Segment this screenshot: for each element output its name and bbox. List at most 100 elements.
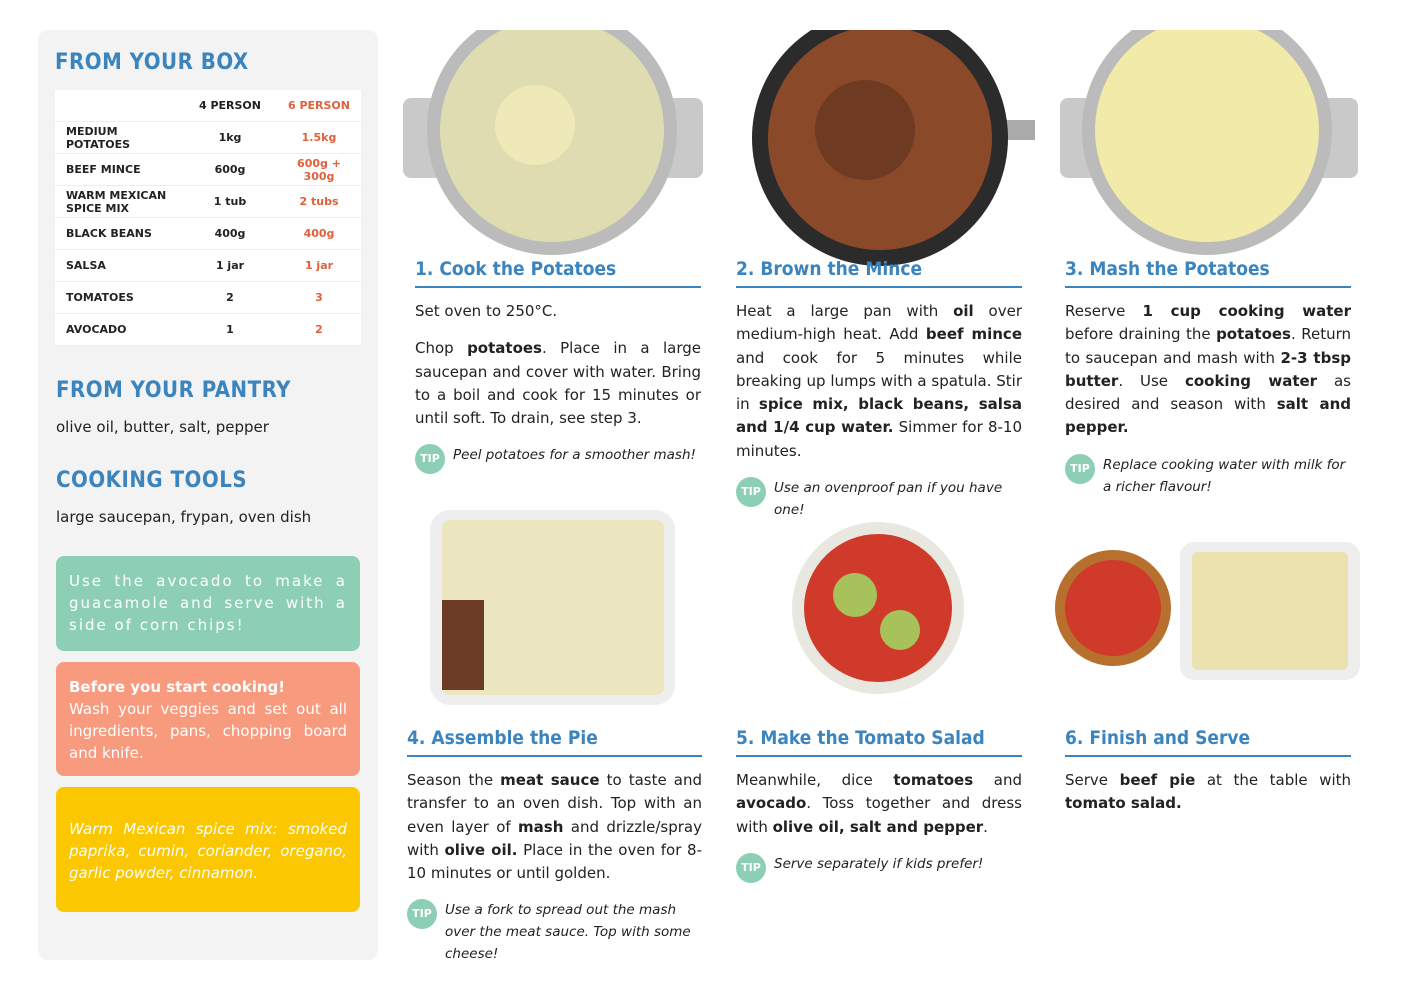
table-cell: 1.5kg <box>272 121 361 154</box>
text-run: over medium-high heat. Add <box>736 302 1023 344</box>
text-run: 2-3 tbsp butter <box>1065 348 1351 390</box>
text-run: cooking water <box>1184 371 1318 390</box>
text-run: as desired and season with <box>1065 371 1351 414</box>
note-heading: Before you start cooking! <box>69 678 286 696</box>
table-cell: 3 <box>272 281 361 314</box>
column-header: 6 PERSON <box>272 90 361 122</box>
text-run: Chop <box>415 339 468 358</box>
table-row: SALSA 1 jar 1 jar <box>55 249 361 282</box>
food-photos <box>403 30 1360 705</box>
table-cell: 2 <box>183 281 272 314</box>
tip-badge: TIP <box>407 899 437 930</box>
table-row: BEEF MINCE 600g 600g + 300g <box>55 153 361 186</box>
table-row: BLACK BEANS 400g 400g <box>55 217 361 250</box>
step-title: 5. Make the Tomato Salad <box>736 727 1022 757</box>
step-text: Heat a large pan with oil over medium-hi… <box>736 300 1022 463</box>
table-row: AVOCADO 1 2 <box>55 313 361 346</box>
text-run: Simmer for 8-10 minutes. <box>736 418 1022 460</box>
text-run: Meanwhile, dice <box>736 771 894 789</box>
table-cell: 1 <box>183 313 272 346</box>
text-run: at the table with <box>1195 771 1352 789</box>
column-header: 4 PERSON <box>183 90 272 122</box>
step: 1. Cook the Potatoes Set oven to 250°C. Ch… <box>415 258 701 475</box>
step-title: 2. Brown the Mince <box>736 258 1022 288</box>
step-text: Meanwhile, dice tomatoes and avocado. To… <box>736 769 1022 839</box>
table-cell: 1 jar <box>272 249 361 282</box>
table-cell: 2 <box>272 313 361 346</box>
step-text: Set oven to 250°C. <box>415 300 701 323</box>
table-cell: BEEF MINCE <box>55 153 183 186</box>
text-run: . Return to saucepan and mash with <box>1065 325 1351 367</box>
step-text: Serve beef pie at the table with tomato … <box>1065 769 1351 816</box>
step-text: Season the meat sauce to taste and trans… <box>407 769 702 885</box>
table-cell: WARM MEXICAN SPICE MIX <box>55 185 183 218</box>
photo-potatoes <box>403 30 703 255</box>
tip: TIP Use a fork to spread out the mash ove… <box>407 899 702 965</box>
table-row: TOMATOES 2 3 <box>55 281 361 314</box>
text-run: potatoes <box>1216 325 1291 344</box>
table-cell: 1kg <box>183 121 272 154</box>
text-run: Serve <box>1065 771 1120 789</box>
step: 4. Assemble the Pie Season the meat sauce… <box>407 727 702 965</box>
table-cell: 1 tub <box>183 185 272 218</box>
tip: TIP Peel potatoes for a smoother mash! <box>415 444 701 475</box>
step-title: 6. Finish and Serve <box>1065 727 1351 757</box>
text-run: oil <box>953 302 974 320</box>
text-run: Season the <box>407 771 501 789</box>
text-run: . Use <box>1118 371 1185 390</box>
text-run: olive oil. <box>444 840 518 859</box>
text-run: Set oven to 250°C. <box>415 302 558 320</box>
text-run: and cook for 5 minutes while breaking up… <box>736 348 1022 414</box>
tip-text: Replace cooking water with milk for a ri… <box>1103 456 1346 495</box>
table-cell: BLACK BEANS <box>55 217 183 250</box>
text-run: salt and pepper. <box>1065 395 1351 437</box>
table-cell: 2 tubs <box>272 185 361 218</box>
step: 3. Mash the Potatoes Reserve 1 cup cookin… <box>1065 258 1351 498</box>
text-run: and <box>973 771 1022 789</box>
text-run: 1 cup cooking water <box>1142 302 1352 320</box>
text-run: tomato salad. <box>1065 794 1182 813</box>
step-title: 1. Cook the Potatoes <box>415 258 701 288</box>
note: Use the avocado to make a guacamole and … <box>56 556 360 651</box>
tip-badge: TIP <box>1065 453 1095 484</box>
step-text: Chop potatoes. Place in a large saucepan… <box>415 337 701 430</box>
photo-pie <box>430 510 675 705</box>
tip-text: Serve separately if kids prefer! <box>774 855 984 872</box>
table-row: WARM MEXICAN SPICE MIX 1 tub 2 tubs <box>55 185 361 218</box>
text-run: avocado <box>736 794 807 813</box>
tip-text: Use an ovenproof pan if you have one! <box>774 480 1003 519</box>
table-cell: 400g <box>183 217 272 250</box>
table-cell: 400g <box>272 217 361 250</box>
text-run: mash <box>518 817 564 836</box>
text-run: olive oil, salt and pepper <box>772 817 984 836</box>
note: Before you start cooking! Wash your veggi… <box>56 662 360 776</box>
text-run: before draining the <box>1065 325 1217 344</box>
text-run: Place in the oven for 8-10 minutes or un… <box>407 840 702 883</box>
photo-mince <box>752 30 1035 266</box>
photo-mash <box>1060 30 1358 255</box>
tip: TIP Use an ovenproof pan if you have one! <box>736 477 1022 521</box>
table-cell: 600g <box>183 153 272 186</box>
tip-badge: TIP <box>736 477 766 508</box>
box-title: FROM YOUR BOX <box>55 50 249 75</box>
tip-text: Use a fork to spread out the mash over t… <box>445 902 691 963</box>
tip-badge: TIP <box>736 852 766 883</box>
tools-text: large saucepan, frypan, oven dish <box>56 508 312 526</box>
tip: TIP Replace cooking water with milk for a… <box>1065 453 1351 498</box>
step: 6. Finish and Serve Serve beef pie at the… <box>1065 727 1351 830</box>
text-run: Reserve <box>1065 302 1143 320</box>
step-title: 3. Mash the Potatoes <box>1065 258 1351 288</box>
tip: TIP Serve separately if kids prefer! <box>736 852 1022 883</box>
step-text: Reserve 1 cup cooking water before drain… <box>1065 300 1351 440</box>
text-run: to taste and transfer to an oven dish. T… <box>407 771 702 836</box>
photo-serve <box>1055 542 1360 680</box>
ingredients-table: 4 PERSON 6 PERSON MEDIUM POTATOES 1kg 1.5kg B… <box>55 90 361 346</box>
text-run: spice mix, black beans, salsa and 1/4 cu… <box>736 395 1022 437</box>
table-row: MEDIUM POTATOES 1kg 1.5kg <box>55 121 361 154</box>
table-cell: SALSA <box>55 249 183 282</box>
text-run: potatoes <box>467 339 542 358</box>
photo-salad <box>792 522 964 694</box>
step: 2. Brown the Mince Heat a large pan with … <box>736 258 1022 521</box>
sidebar: FROM YOUR BOX 4 PERSON 6 PERSON MEDIUM POT… <box>38 30 378 960</box>
